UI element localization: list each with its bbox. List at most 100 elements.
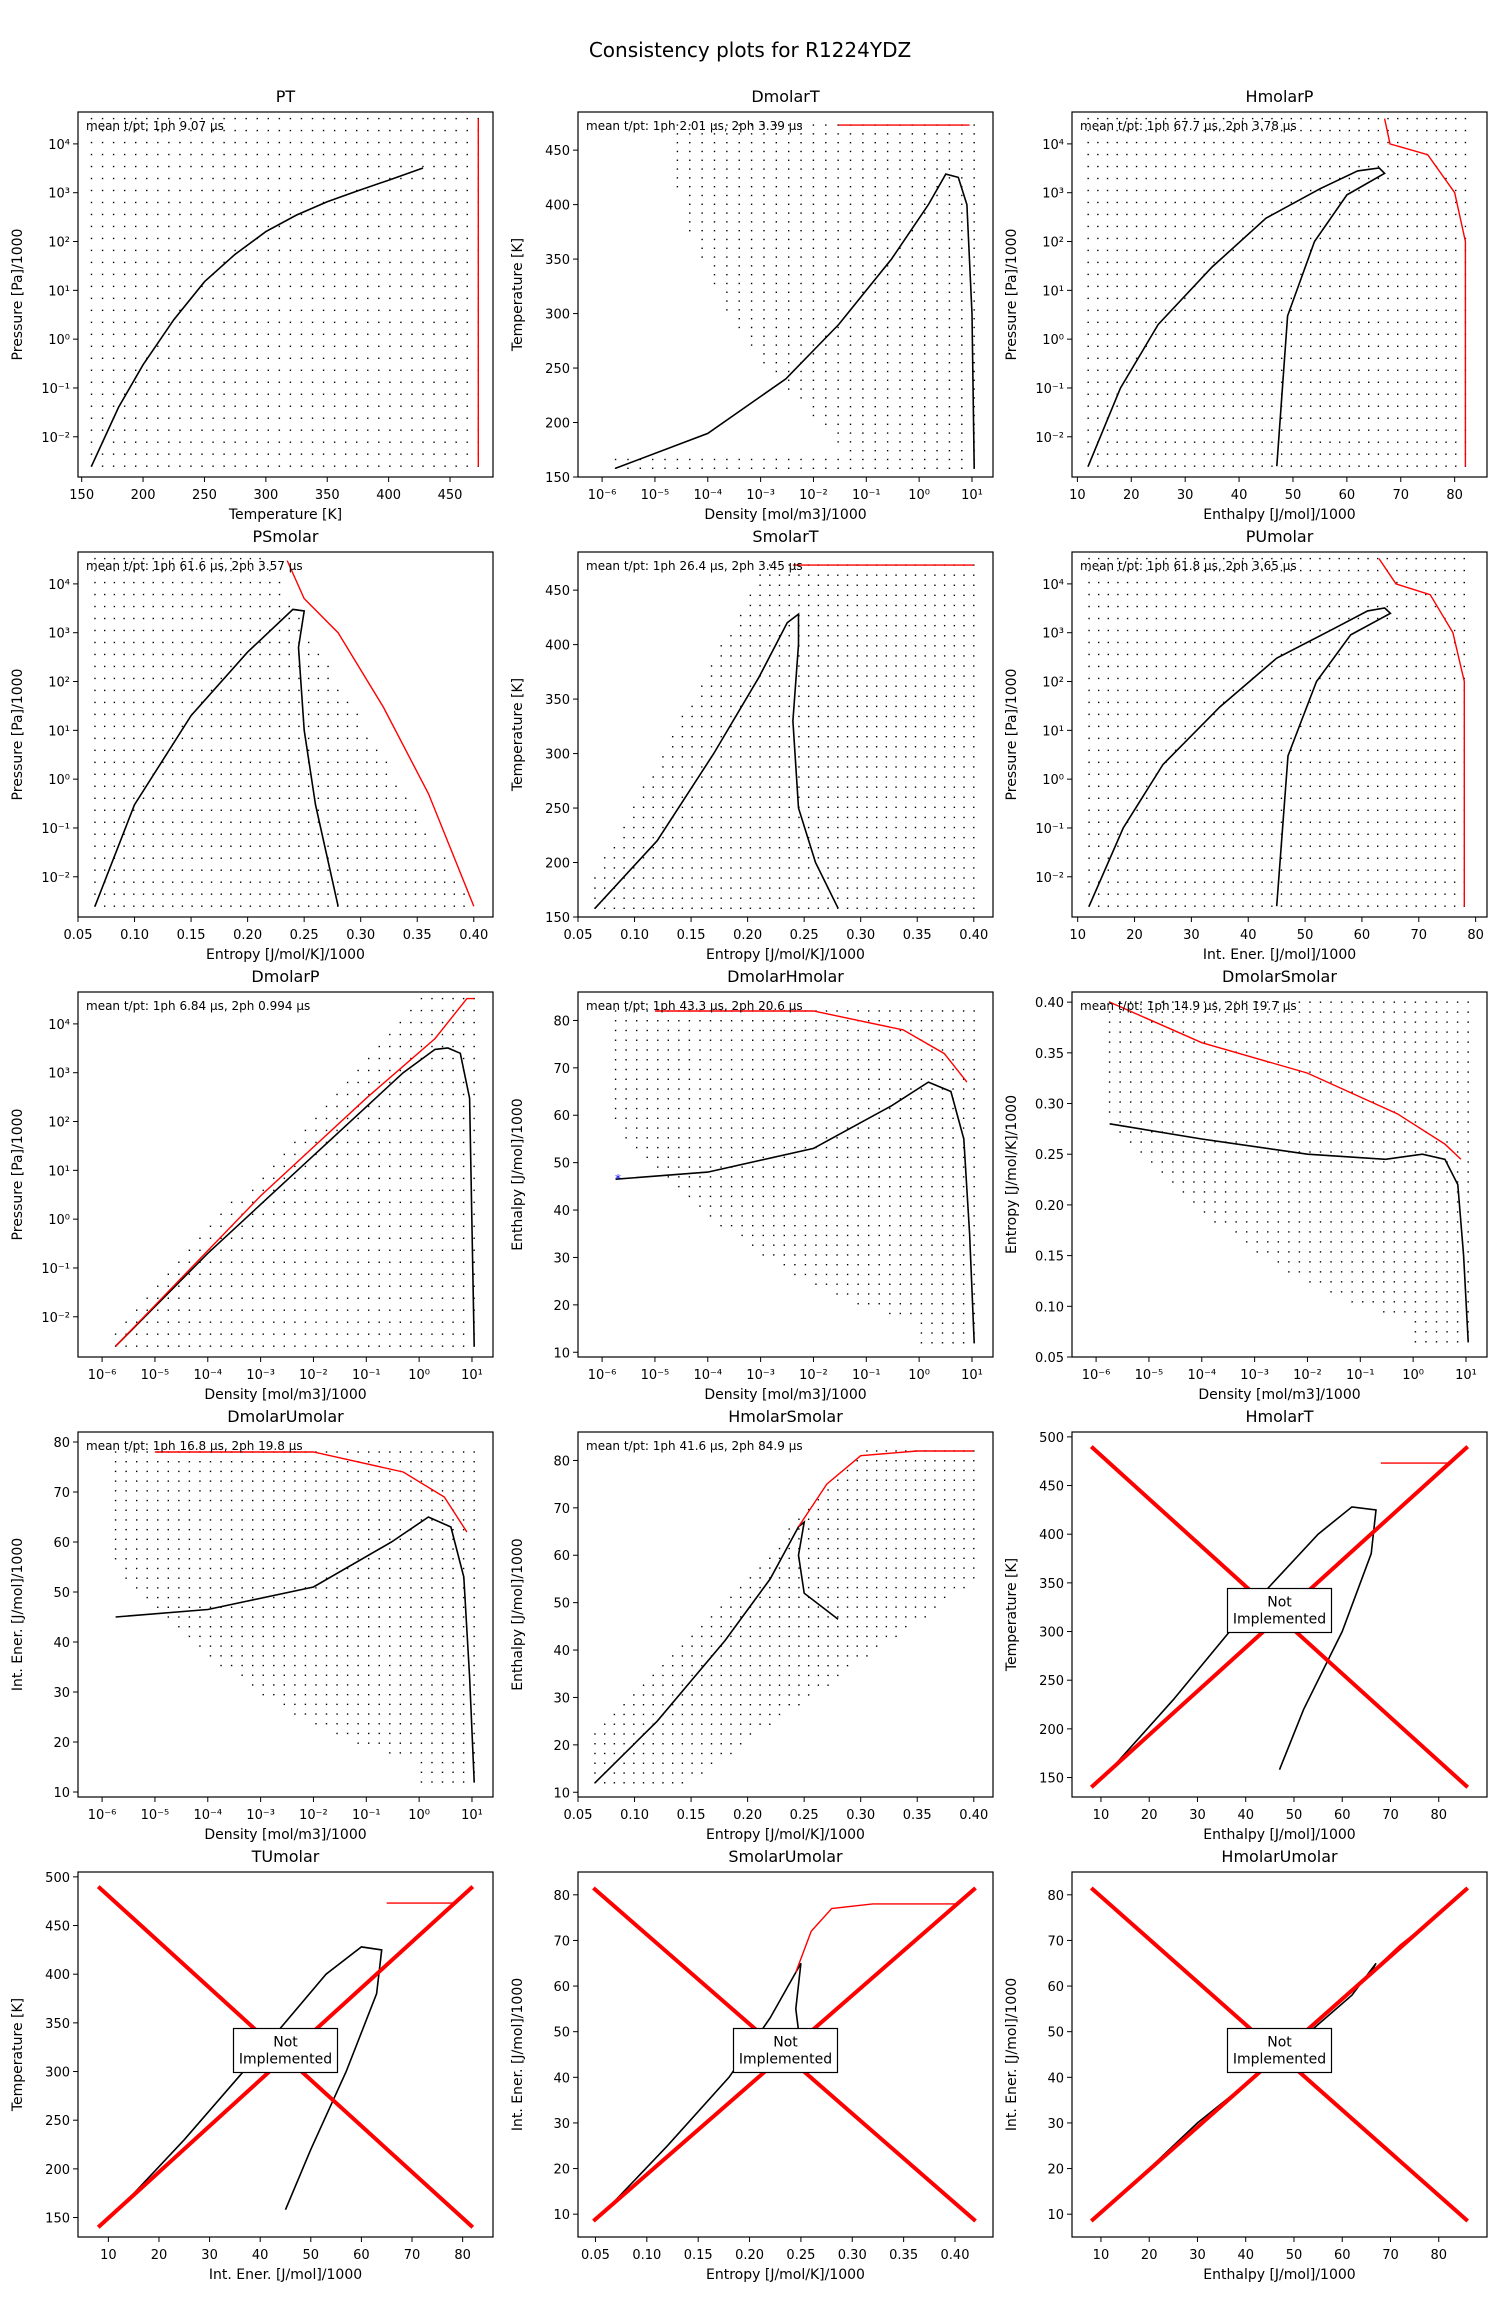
- y-tick-label: 10⁴: [48, 1018, 70, 1033]
- y-axis-label: Pressure [Pa]/1000: [10, 1109, 26, 1241]
- subplot-HmolarSmolar: HmolarSmolar mean t/pt: 1ph 41.6 µs, 2ph …: [510, 1407, 994, 1843]
- axes-frame: [577, 1871, 994, 2238]
- y-tick-label: 10⁰: [1042, 773, 1064, 788]
- x-tick-label: 0.20: [733, 928, 762, 943]
- saturation-curve: [90, 167, 424, 467]
- y-tick-label: 10¹: [48, 284, 70, 299]
- y-tick-label: 20: [553, 2163, 570, 2178]
- x-tick-label: 60: [1339, 488, 1356, 503]
- y-tick-label: 250: [45, 2114, 70, 2129]
- x-tick-label: 10⁻⁶: [88, 1368, 117, 1383]
- x-tick-label: 50: [1286, 1808, 1303, 1823]
- x-tick-label: 10⁻⁴: [693, 488, 722, 503]
- x-tick-label: 0.35: [889, 2248, 918, 2263]
- y-tick-label: 60: [1047, 1980, 1064, 1995]
- saturation-curve: [610, 1962, 812, 2206]
- x-tick-label: 20: [1123, 488, 1140, 503]
- x-tick-label: 0.35: [903, 1808, 932, 1823]
- x-axis-label: Temperature [K]: [228, 507, 342, 523]
- not-implemented-box: [732, 2027, 839, 2074]
- saturation-curve: [94, 608, 339, 907]
- timing-annotation: mean t/pt: 1ph 61.6 µs, 2ph 3.57 µs: [86, 559, 303, 573]
- y-tick-label: 10¹: [48, 1164, 70, 1179]
- x-tick-label: 70: [1392, 488, 1409, 503]
- not-implemented-box: [232, 2027, 339, 2074]
- limit-curve: [1383, 118, 1467, 467]
- x-tick-label: 0.25: [786, 2248, 815, 2263]
- y-tick-label: 300: [545, 748, 570, 763]
- timing-annotation: mean t/pt: 1ph 41.6 µs, 2ph 84.9 µs: [586, 1439, 803, 1453]
- x-tick-label: 30: [1183, 928, 1200, 943]
- x-tick-label: 10⁰: [408, 1808, 430, 1823]
- timing-annotation: mean t/pt: 1ph 43.3 µs, 2ph 20.6 µs: [586, 999, 803, 1013]
- x-tick-label: 30: [1189, 2248, 1206, 2263]
- subplot-PUmolar: PUmolar mean t/pt: 1ph 61.8 µs, 2ph 3.65 …: [1004, 527, 1488, 963]
- x-tick-label: 10¹: [461, 1808, 483, 1823]
- axes-frame: [77, 1871, 494, 2238]
- y-axis-label: Temperature [K]: [510, 238, 526, 352]
- y-tick-label: 10²: [48, 1116, 70, 1131]
- x-tick-label: 0.15: [177, 928, 206, 943]
- x-tick-label: 10⁻¹: [352, 1808, 381, 1823]
- state-points: [90, 117, 479, 467]
- x-tick-label: 450: [438, 488, 463, 503]
- x-tick-label: 400: [376, 488, 401, 503]
- x-tick-label: 10⁰: [908, 488, 930, 503]
- x-tick-label: 10⁻⁵: [141, 1808, 170, 1823]
- y-tick-label: 20: [553, 1739, 570, 1754]
- y-tick-label: 30: [553, 1251, 570, 1266]
- subplot-title: DmolarUmolar: [227, 1407, 344, 1426]
- y-tick-label: 10⁻²: [41, 871, 70, 886]
- y-tick-label: 10⁻¹: [1035, 822, 1064, 837]
- x-tick-label: 70: [404, 2248, 421, 2263]
- x-tick-label: 10⁻³: [246, 1368, 275, 1383]
- y-tick-label: 10⁰: [1042, 333, 1064, 348]
- axes-frame: [577, 111, 994, 478]
- x-tick-label: 10⁻¹: [852, 1368, 881, 1383]
- axes-frame: [77, 991, 494, 1358]
- y-tick-label: 10: [53, 1786, 70, 1801]
- y-tick-label: 0.40: [1035, 996, 1064, 1011]
- y-tick-label: 80: [53, 1436, 70, 1451]
- x-tick-label: 10: [1069, 928, 1086, 943]
- axes-frame: [1071, 1871, 1488, 2238]
- x-tick-label: 10: [1069, 488, 1086, 503]
- subplot-title: DmolarHmolar: [727, 967, 844, 986]
- y-axis-label: Enthalpy [J/mol]/1000: [510, 1538, 526, 1690]
- x-tick-label: 10⁻¹: [1346, 1368, 1375, 1383]
- x-tick-label: 0.15: [677, 1808, 706, 1823]
- y-tick-label: 0.15: [1035, 1250, 1064, 1265]
- marker-star: *: [615, 1172, 621, 1186]
- x-axis-label: Int. Ener. [J/mol]/1000: [1203, 947, 1356, 963]
- x-tick-label: 10⁰: [908, 1368, 930, 1383]
- y-tick-label: 10³: [1042, 627, 1064, 642]
- x-axis-label: Int. Ener. [J/mol]/1000: [209, 2267, 362, 2283]
- not-implemented-label: Implemented: [1233, 2052, 1326, 2068]
- subplot-PSmolar: PSmolar mean t/pt: 1ph 61.6 µs, 2ph 3.57 …: [10, 527, 494, 963]
- state-points: [594, 564, 975, 909]
- y-tick-label: 300: [1039, 1626, 1064, 1641]
- x-tick-label: 0.20: [735, 2248, 764, 2263]
- y-tick-label: 450: [545, 144, 570, 159]
- x-axis-label: Density [mol/m3]/1000: [204, 1827, 366, 1843]
- x-tick-label: 40: [1237, 2248, 1254, 2263]
- x-tick-label: 70: [1411, 928, 1428, 943]
- axes-frame: [577, 1431, 994, 1798]
- x-tick-label: 10: [100, 2248, 117, 2263]
- y-tick-label: 10¹: [1042, 284, 1064, 299]
- axes-frame: [1071, 111, 1488, 478]
- y-tick-label: 80: [553, 1014, 570, 1029]
- timing-annotation: mean t/pt: 1ph 14.9 µs, 2ph 19.7 µs: [1080, 999, 1297, 1013]
- saturation-curve: [615, 173, 975, 470]
- y-tick-label: 40: [553, 1204, 570, 1219]
- timing-annotation: mean t/pt: 1ph 2.01 µs, 2ph 3.39 µs: [586, 119, 803, 133]
- state-points: [94, 557, 465, 907]
- y-tick-label: 10⁻¹: [41, 1262, 70, 1277]
- y-tick-label: 250: [545, 802, 570, 817]
- x-tick-label: 40: [1237, 1808, 1254, 1823]
- y-tick-label: 10⁰: [48, 1213, 70, 1228]
- y-tick-label: 450: [1039, 1480, 1064, 1495]
- x-tick-label: 10⁻²: [1293, 1368, 1322, 1383]
- y-axis-label: Int. Ener. [J/mol]/1000: [1004, 1978, 1020, 2131]
